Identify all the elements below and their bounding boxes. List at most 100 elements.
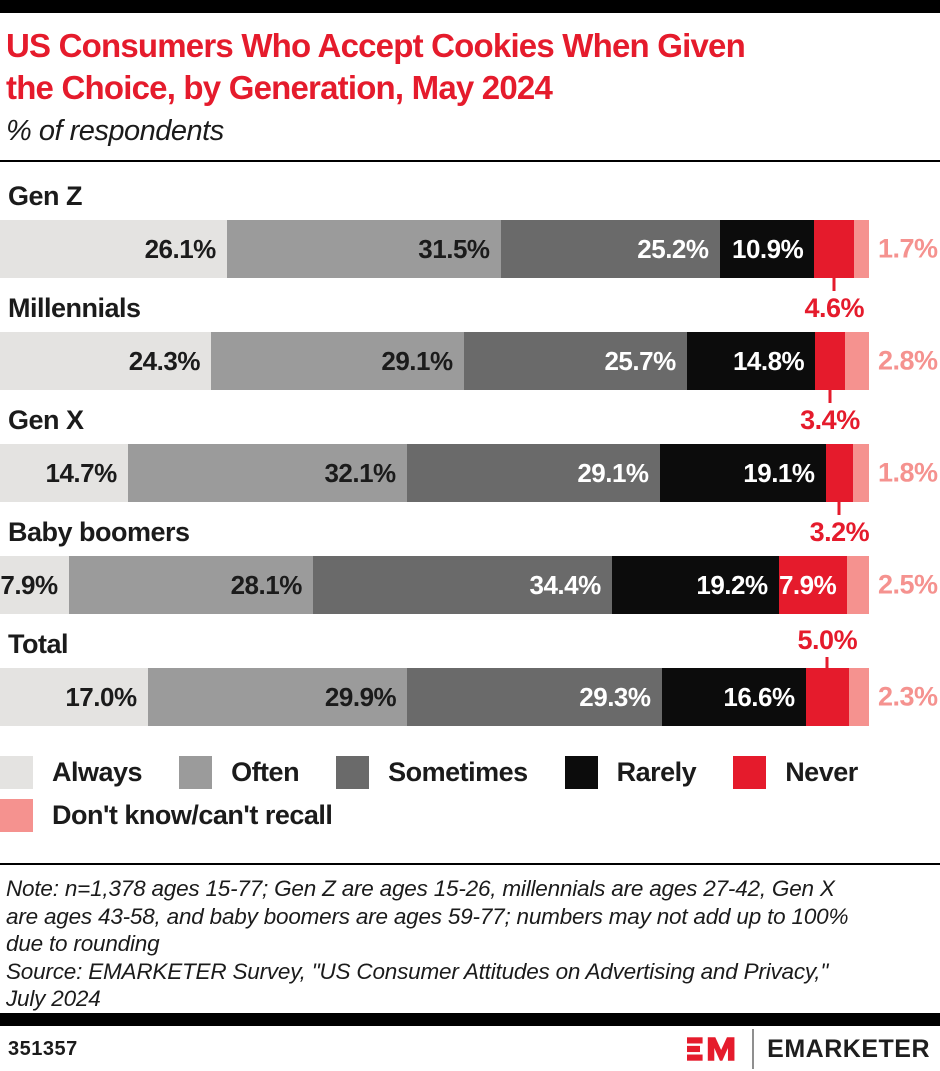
category-label: Baby boomers [8, 517, 190, 547]
segment-rarely: 19.1% [659, 444, 826, 502]
segment-value-label: 14.7% [45, 457, 118, 488]
stacked-bar: 24.3% 29.1% 25.7% 14.8% 3.4% 2.8% [0, 332, 938, 435]
segment-always: 24.3% [0, 332, 211, 390]
segment-dont-know [849, 668, 869, 726]
segment-never: 7.9% [778, 556, 848, 614]
segment-sometimes: 29.1% [406, 444, 660, 502]
segment-value-label: 19.2% [696, 569, 768, 600]
legend-item-sometimes: Sometimes [336, 756, 528, 789]
bar-group-total: Total 17.0% 29.9% 29.3% 16.6% 5.0% 2.3% [0, 620, 940, 726]
segment-dont-know [847, 556, 869, 614]
segment-sometimes: 34.4% [312, 556, 612, 614]
row-head: Gen Z [0, 172, 940, 220]
category-label: Millennials [8, 293, 141, 323]
title-line-1: US Consumers Who Accept Cookies When Giv… [6, 27, 746, 64]
legend-item-often: Often [179, 756, 300, 789]
segment-always: 26.1% [0, 220, 227, 278]
chart-legend: Always Often Sometimes Rarely Never Don'… [0, 732, 940, 832]
footer: 351357 EMARKETER [0, 1026, 940, 1071]
brand-name: EMARKETER [767, 1034, 930, 1063]
callout-tick [825, 657, 829, 668]
segment-often: 28.1% [68, 556, 313, 614]
segment-rarely: 10.9% [719, 220, 815, 278]
logo-divider [752, 1029, 755, 1069]
segment-value-label: 31.5% [418, 233, 490, 264]
em-monogram-icon [687, 1037, 735, 1061]
segment-sometimes: 25.2% [500, 220, 720, 278]
row-head: Total [0, 620, 940, 668]
segment-dont-know [844, 332, 869, 390]
source-line: July 2024 [6, 986, 101, 1011]
segment-often: 32.1% [127, 444, 407, 502]
legend-label: Never [785, 757, 858, 787]
legend-swatch-sometimes [336, 756, 370, 789]
legend-swatch-often [179, 756, 213, 789]
segment-rarely: 14.8% [686, 332, 816, 390]
never-value-label: 5.0% [797, 625, 858, 655]
dont-know-value-label: 2.5% [878, 569, 938, 600]
segment-value-label: 25.7% [604, 345, 676, 376]
legend-swatch-dont-know [0, 799, 33, 832]
bar-group-gen-x: Gen X 14.7% 32.1% 29.1% 19.1% 3.2% 1.8% [0, 396, 940, 547]
segment-rarely: 16.6% [661, 668, 806, 726]
segment-rarely: 19.2% [611, 556, 779, 614]
segment-dont-know [854, 220, 869, 278]
never-value-label: 3.2% [809, 517, 870, 547]
row-head: Millennials [0, 284, 940, 332]
segment-often: 31.5% [226, 220, 501, 278]
legend-label: Rarely [616, 757, 697, 787]
dont-know-value-label: 1.8% [878, 457, 938, 488]
title-line-2: the Choice, by Generation, May 2024 [6, 69, 553, 106]
note-line: Note: n=1,378 ages 15-77; Gen Z are ages… [6, 876, 835, 901]
legend-row-2: Don't know/can't recall [0, 799, 932, 832]
legend-item-rarely: Rarely [564, 756, 697, 789]
legend-label: Always [52, 757, 143, 787]
page-title: US Consumers Who Accept Cookies When Giv… [6, 25, 932, 109]
category-label: Total [8, 629, 69, 659]
note-line: are ages 43-58, and baby boomers are age… [6, 903, 849, 929]
category-label: Gen Z [8, 181, 83, 211]
segment-never: 5.0% [798, 625, 858, 726]
row-head: Baby boomers [0, 508, 940, 556]
segment-value-label: 28.1% [230, 569, 303, 600]
legend-label: Sometimes [388, 757, 528, 787]
segment-value-label: 10.9% [732, 233, 804, 264]
segment-dont-know [853, 444, 869, 502]
chart-subtitle: % of respondents [6, 115, 224, 147]
segment-sometimes: 29.3% [407, 668, 662, 726]
stacked-bar: 14.7% 32.1% 29.1% 19.1% 3.2% 1.8% [0, 444, 938, 547]
segment-value-label: 29.9% [324, 681, 397, 712]
legend-item-never: Never [733, 756, 858, 789]
stacked-bar: 7.9% 28.1% 34.4% 19.2% 7.9% 2.5% [0, 556, 938, 614]
legend-swatch-rarely [564, 756, 598, 789]
note-line: due to rounding [6, 931, 160, 956]
segment-value-label: 16.6% [723, 681, 795, 712]
top-frame-bar [0, 0, 940, 13]
segment-value-label: 32.1% [324, 457, 396, 488]
legend-item-always: Always [0, 756, 143, 789]
legend-swatch-always [0, 756, 33, 789]
category-label: Gen X [8, 405, 84, 435]
never-value-label: 7.9% [778, 569, 837, 600]
segment-often: 29.9% [147, 668, 408, 726]
bottom-frame-bar [0, 1012, 940, 1026]
bar-group-baby-boomers: Baby boomers 7.9% 28.1% 34.4% 19.2% 7.9%… [0, 508, 940, 614]
stacked-bar: 26.1% 31.5% 25.2% 10.9% 4.6% 1.7% [0, 220, 938, 323]
segment-always: 17.0% [0, 668, 148, 726]
notes-block: Note: n=1,378 ages 15-77; Gen Z are ages… [0, 865, 940, 1013]
header-divider [0, 160, 940, 162]
bar-group-gen-z: Gen Z 26.1% 31.5% 25.2% 10.9% 4.6% 1.7% [0, 172, 940, 323]
segment-value-label: 17.0% [65, 681, 137, 712]
emarketer-logo: EMARKETER [687, 1029, 930, 1069]
notes-divider [0, 863, 940, 865]
segment-value-label: 24.3% [128, 345, 201, 376]
segment-value-label: 14.8% [732, 345, 805, 376]
chart-header: US Consumers Who Accept Cookies When Giv… [0, 13, 940, 160]
segment-value-label: 25.2% [637, 233, 709, 264]
dont-know-value-label: 2.8% [878, 345, 938, 376]
segment-never: 3.2% [810, 444, 870, 547]
legend-label: Don't know/can't recall [52, 800, 333, 830]
callout-tick [837, 502, 841, 515]
legend-swatch-never [733, 756, 767, 789]
segment-never: 4.6% [804, 220, 864, 323]
